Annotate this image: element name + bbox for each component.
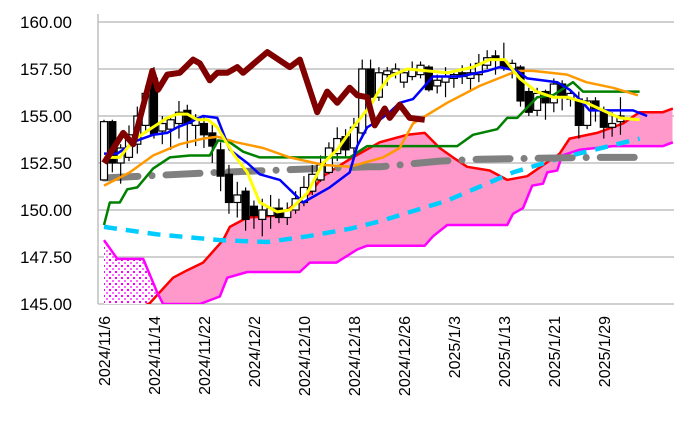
x-tick-label: 2024/12/2 xyxy=(247,316,264,387)
y-tick-label: 152.50 xyxy=(20,154,72,173)
candle xyxy=(399,69,408,88)
candle xyxy=(216,142,225,192)
x-tick-label: 2025/1/3 xyxy=(447,316,464,378)
y-tick-label: 160.00 xyxy=(20,13,72,32)
candle xyxy=(166,116,175,150)
candle xyxy=(233,181,242,218)
candle-body-up xyxy=(433,79,442,87)
candle-body-up xyxy=(258,209,267,220)
candle-body-up xyxy=(583,100,592,126)
candle-body-up xyxy=(233,194,242,204)
y-tick-label: 145.00 xyxy=(20,295,72,314)
candle-body-down xyxy=(208,132,217,147)
y-tick-label: 155.00 xyxy=(20,107,72,126)
y-tick-label: 150.00 xyxy=(20,201,72,220)
y-tick-label: 147.50 xyxy=(20,248,72,267)
x-tick-label: 2024/11/22 xyxy=(197,316,214,395)
x-axis: 2024/11/6 2024/11/14 2024/11/22 2024/12/2 20… xyxy=(97,316,614,396)
candle-body-up xyxy=(358,68,367,134)
candle xyxy=(249,200,259,229)
long-ma-dashdot-line xyxy=(100,153,644,182)
long-ma-dashed-line xyxy=(103,136,641,245)
candle xyxy=(199,116,209,148)
candle-body-up xyxy=(99,121,109,181)
candle xyxy=(491,50,500,75)
candle xyxy=(174,100,184,139)
x-tick-label: 2024/12/10 xyxy=(297,316,314,396)
candle-body-up xyxy=(399,72,408,83)
indicator-lines xyxy=(101,49,648,226)
candle-body-down xyxy=(249,205,259,217)
mid-ma-line xyxy=(103,69,639,187)
candle xyxy=(474,53,483,83)
candle-body-down xyxy=(574,98,583,127)
candle xyxy=(449,72,458,88)
candle xyxy=(383,67,392,86)
candle-body-up xyxy=(608,122,617,128)
tenkan-sen-line xyxy=(104,65,648,204)
candle-body-up xyxy=(383,70,392,76)
candle-body-down xyxy=(224,173,234,204)
candle xyxy=(99,119,109,181)
x-tick-label: 2024/11/14 xyxy=(147,316,164,395)
kijun-sen-line xyxy=(102,80,640,226)
short-ma-line xyxy=(104,58,640,214)
chikou-span-line xyxy=(101,49,426,165)
candle xyxy=(224,164,234,214)
y-axis: 145.00 147.50 150.00 152.50 155.00 157.50 160.… xyxy=(20,13,72,314)
candle-body-up xyxy=(166,119,175,130)
candle xyxy=(608,112,617,137)
candle xyxy=(433,74,442,94)
senkou-span-a-line xyxy=(145,107,674,304)
candle xyxy=(366,59,375,101)
candle-body-up xyxy=(174,111,184,125)
candle-body-up xyxy=(158,122,167,132)
y-tick-label: 157.50 xyxy=(20,60,72,79)
senkou-span-b-line xyxy=(102,141,674,304)
x-tick-label: 2025/1/29 xyxy=(597,316,614,387)
x-tick-label: 2025/1/13 xyxy=(497,316,514,387)
candle-body-down xyxy=(241,190,250,220)
candle-body-down xyxy=(516,66,525,102)
x-tick-label: 2025/1/21 xyxy=(547,316,564,387)
x-tick-label: 2024/12/18 xyxy=(347,316,364,396)
candle xyxy=(208,123,217,163)
candle-body-down xyxy=(216,149,225,177)
x-tick-label: 2024/11/6 xyxy=(97,316,114,386)
candle xyxy=(241,187,250,231)
cloud-lines xyxy=(100,107,674,304)
x-tick-label: 2024/12/26 xyxy=(397,316,414,396)
candle-body-down xyxy=(199,122,209,136)
candle-body-down xyxy=(366,68,375,98)
